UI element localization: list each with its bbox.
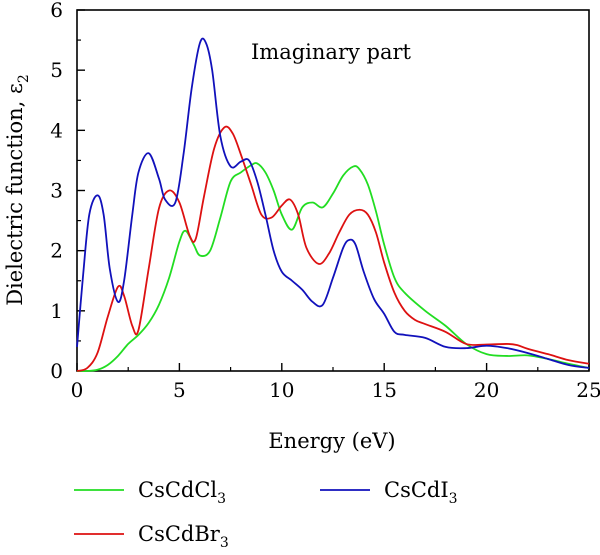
x-tick-label-3: 15 (371, 378, 396, 402)
series-layer (76, 37, 590, 372)
axis-ticks: 0 5 10 15 20 25 0 1 2 3 4 5 6 (50, 0, 600, 402)
y-axis-label-main: Dielectric function, ε (3, 83, 27, 306)
plot-frame (76, 9, 590, 372)
legend: CsCdCl3 CsCdBr3 CsCdI3 (74, 478, 458, 551)
x-axis-label: Energy (eV) (268, 429, 395, 453)
series-line-cscdi3 (76, 37, 590, 369)
x-tick-label-2: 10 (269, 378, 294, 402)
y-tick-label-5: 5 (50, 58, 63, 82)
y-tick-label-1: 1 (50, 299, 63, 323)
y-tick-label-6: 6 (50, 0, 63, 22)
legend-label-1: CsCdBr3 (138, 522, 229, 551)
x-tick-label-0: 0 (71, 378, 84, 402)
x-tick-label-5: 25 (576, 378, 600, 402)
y-tick-label-3: 3 (50, 179, 63, 203)
y-tick-label-2: 2 (50, 239, 63, 263)
y-tick-label-0: 0 (50, 359, 63, 383)
chart-annotation: Imaginary part (251, 40, 412, 64)
legend-label-0: CsCdCl3 (138, 478, 226, 507)
x-tick-label-1: 5 (173, 378, 186, 402)
series-line-cscdcl3 (76, 162, 590, 372)
y-tick-label-4: 4 (50, 118, 63, 142)
series-line-cscdbr3 (76, 125, 590, 372)
y-axis-label-subscript: 2 (16, 74, 32, 83)
y-axis-label: Dielectric function, ε2 (3, 74, 32, 306)
legend-label-2: CsCdI3 (384, 478, 458, 507)
x-tick-label-4: 20 (474, 378, 499, 402)
